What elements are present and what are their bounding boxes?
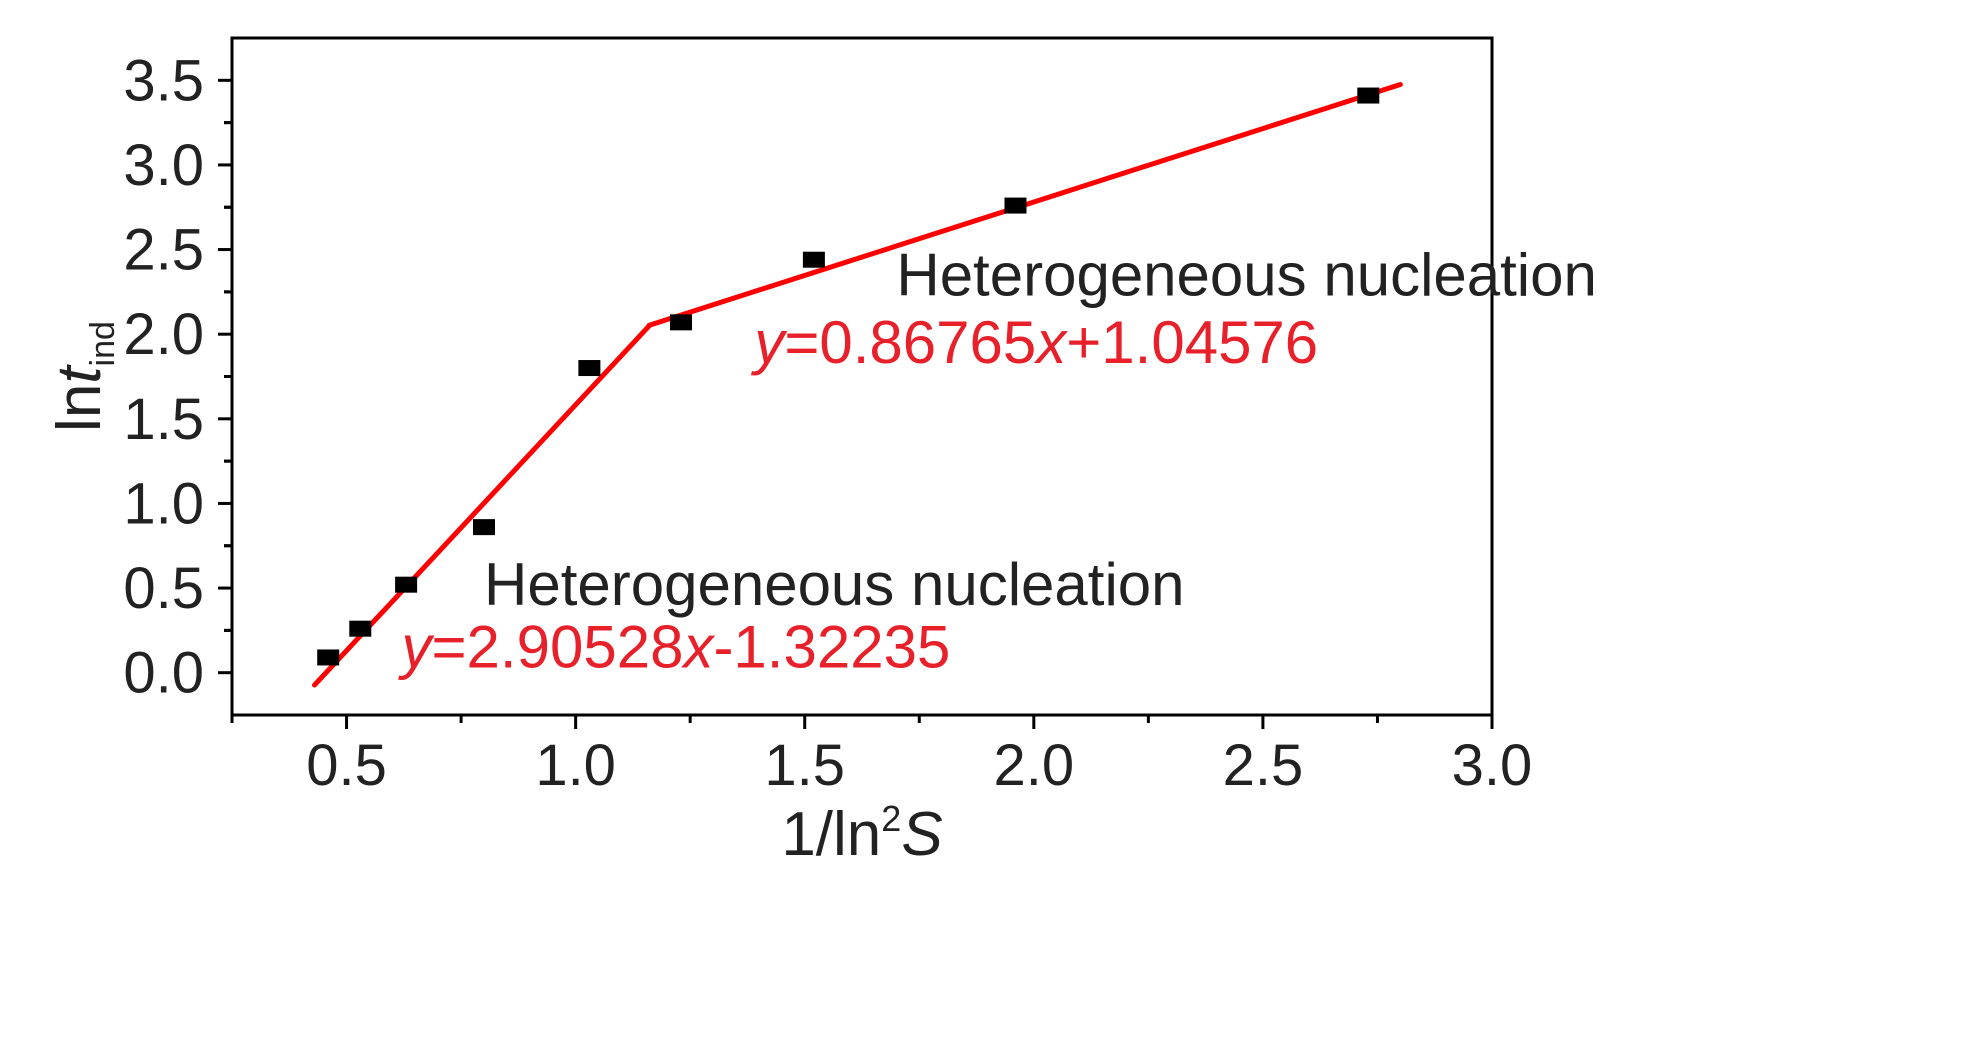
annotation-upper-equation: y=0.86765x+1.04576 <box>750 309 1318 376</box>
data-point <box>349 620 372 637</box>
x-tick-label: 0.5 <box>306 733 387 798</box>
y-tick-label: 1.5 <box>123 387 204 452</box>
y-tick-label: 3.5 <box>123 48 204 113</box>
y-tick-label: 0.0 <box>123 641 204 706</box>
data-point <box>670 314 693 331</box>
data-point <box>802 251 825 268</box>
y-tick-label: 0.5 <box>123 556 204 621</box>
data-point <box>578 360 601 377</box>
annotation-lower-equation: y=2.90528x-1.32235 <box>398 614 951 681</box>
y-axis-title: lntind <box>45 321 122 432</box>
annotation-upper-label: Heterogeneous nucleation <box>896 241 1597 308</box>
axes: 0.5 1.0 1.5 2.0 2.5 3.0 0.0 0.5 1.0 1.5 2.0 2.5 3.0 3… <box>123 36 1533 798</box>
data-point <box>1357 87 1380 104</box>
data-point <box>1004 197 1027 214</box>
x-axis-title: 1/ln2S <box>781 798 942 869</box>
data-point <box>473 519 495 536</box>
y-tick-label: 1.0 <box>123 471 204 536</box>
data-point <box>395 576 418 593</box>
x-tick-label: 2.0 <box>993 733 1074 798</box>
x-tick-label: 3.0 <box>1452 733 1533 798</box>
data-points <box>317 87 1380 666</box>
data-point <box>317 649 340 666</box>
annotation-lower-label: Heterogeneous nucleation <box>484 551 1185 618</box>
x-tick-label: 2.5 <box>1223 733 1304 798</box>
x-tick-label: 1.0 <box>535 733 616 798</box>
y-tick-label: 3.0 <box>123 133 204 198</box>
y-tick-label: 2.5 <box>123 218 204 283</box>
x-tick-label: 1.5 <box>764 733 845 798</box>
y-tick-label: 2.0 <box>123 302 204 367</box>
